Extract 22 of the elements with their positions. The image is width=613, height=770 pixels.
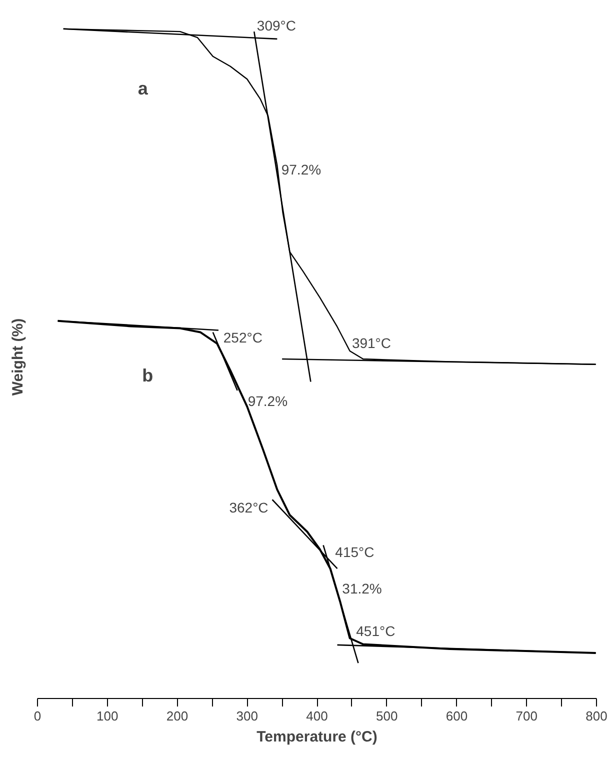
- annotation: 362°C: [229, 500, 268, 516]
- text: a: [138, 78, 149, 98]
- x-tick-label: 100: [96, 708, 118, 724]
- x-axis-title: Temperature (°C): [256, 728, 378, 746]
- x-tick-label: 700: [516, 708, 538, 724]
- annotation: 451°C: [356, 622, 396, 639]
- x-tick-label: 400: [306, 708, 328, 724]
- annotation: 309°C: [256, 18, 296, 34]
- text: b: [142, 366, 154, 386]
- x-tick-label: 800: [586, 708, 608, 724]
- annotation: 415°C: [335, 544, 374, 560]
- annotation: 252°C: [223, 330, 262, 346]
- x-tick-label: 0: [34, 708, 42, 724]
- annotation: 31.2%: [342, 580, 382, 597]
- annotation: 391°C: [352, 334, 392, 351]
- y-axis-title: Weight (%): [10, 318, 26, 396]
- annotation: 97.2%: [281, 162, 322, 178]
- x-tick-label: 200: [166, 708, 188, 724]
- annotation: 97.2%: [248, 393, 288, 410]
- x-tick-label: 600: [446, 708, 468, 724]
- x-tick-label: 500: [376, 708, 398, 724]
- x-tick-label: 300: [236, 708, 258, 724]
